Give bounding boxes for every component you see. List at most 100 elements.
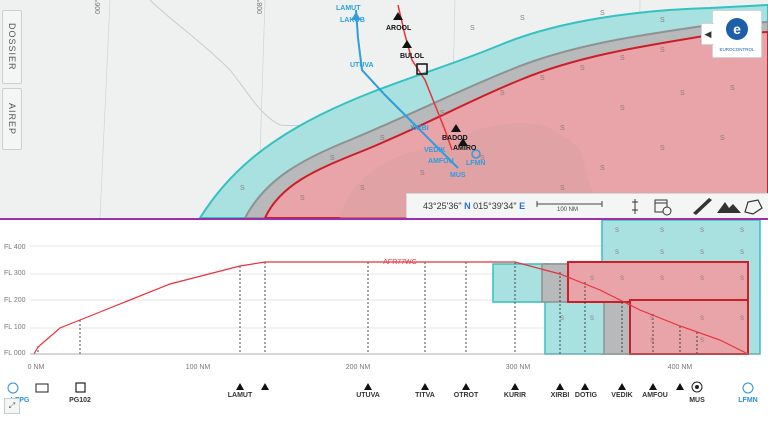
airspace-mark: S — [660, 145, 665, 152]
map-status-bar: 43°25'36" N 015°39'34" E — [406, 193, 768, 218]
waypoint-label[interactable]: TITVA — [415, 392, 435, 399]
fl-label: FL 400 — [4, 244, 26, 251]
wpt-label-amiro[interactable]: AMIRO — [453, 145, 477, 152]
flight-profile-line[interactable] — [33, 261, 749, 355]
airspace-mark: S — [660, 17, 665, 24]
wpt-label-xirbi[interactable]: XIRBI — [410, 125, 429, 132]
wpt-label-badod[interactable]: BADOD — [442, 135, 468, 142]
airspace-mark: S — [590, 276, 594, 282]
waypoint-label[interactable]: KURIR — [503, 392, 527, 399]
waypoint-marker[interactable] — [416, 63, 428, 75]
wpt-label-lakob[interactable]: LAKOB — [340, 17, 365, 24]
airspace-mark: S — [330, 155, 335, 162]
scale-bar — [536, 201, 603, 207]
waypoint-symbols[interactable] — [7, 381, 754, 394]
lon-hemi: E — [519, 201, 526, 211]
airspace-mark: S — [615, 228, 619, 234]
destination-icon — [742, 382, 754, 394]
wpt-label-arool[interactable]: AROOL — [386, 25, 412, 32]
terrain-icon[interactable] — [717, 202, 741, 213]
wpt-label-lfmn[interactable]: LFMN — [466, 160, 485, 167]
airspace-mark: S — [740, 228, 744, 234]
waypoint-marker[interactable] — [351, 12, 361, 20]
triangle-waypoint-icon — [676, 383, 684, 390]
grid-label: 006° — [94, 0, 102, 14]
airspace-mark: S — [420, 170, 425, 177]
waypoint-marker[interactable] — [451, 124, 461, 132]
airspace-mark: S — [730, 85, 735, 92]
airspace-mark: S — [560, 185, 565, 192]
wpt-label-lamut[interactable]: LAMUT — [336, 5, 361, 12]
polygon-icon[interactable] — [744, 199, 763, 215]
danger-block[interactable] — [629, 299, 749, 355]
panel-divider[interactable] — [0, 218, 768, 220]
waypoint-marker[interactable] — [458, 138, 468, 146]
map-view[interactable]: 006° 008° LAMUT LAKOB UTUVA AROOL BULOL … — [0, 0, 768, 218]
triangle-waypoint-icon — [261, 383, 269, 390]
airspace-mark: S — [580, 65, 585, 72]
airspace-mark: S — [600, 165, 605, 172]
warning-block[interactable] — [492, 263, 549, 303]
wpt-label-mus[interactable]: MUS — [450, 172, 466, 179]
triangle-waypoint-icon — [511, 383, 519, 390]
profile-canvas: AFR77WC S S S S S S S S S S S S S S S S S S S S — [7, 220, 761, 394]
map-canvas[interactable]: 006° 008° LAMUT LAKOB UTUVA AROOL BULOL … — [0, 0, 768, 218]
wpt-label-vedik[interactable]: VEDIK — [424, 147, 445, 154]
wpt-label-amfou[interactable]: AMFOU — [428, 158, 454, 165]
waypoint-label[interactable]: UTUVA — [356, 392, 380, 399]
wpt-label-bulol[interactable]: BULOL — [400, 53, 425, 60]
triangle-waypoint-icon — [556, 383, 564, 390]
logo-panel[interactable]: ◀ e EUROCONTROL — [701, 10, 762, 58]
nm-label: 200 NM — [345, 364, 371, 371]
nm-label: 300 NM — [505, 364, 531, 371]
airspace-mark: S — [660, 276, 664, 282]
waypoint-label[interactable]: OTROT — [453, 392, 479, 399]
lon-value: 015°39'34" — [473, 201, 517, 211]
flight-id-label: AFR77WC — [383, 259, 416, 266]
calendar-clock-icon[interactable] — [654, 199, 672, 216]
waypoint-label[interactable]: MUS — [689, 397, 705, 404]
airspace-mark: S — [650, 338, 654, 344]
airspace-mark: S — [600, 10, 605, 17]
waypoint-label[interactable]: AMFOU — [642, 392, 668, 399]
triangle-waypoint-icon — [421, 383, 429, 390]
waypoint-droplines — [37, 262, 698, 354]
waypoint-label[interactable]: LFPG — [10, 397, 30, 404]
waypoint-label[interactable]: LFMN — [738, 397, 758, 404]
waypoint-label[interactable]: XIRBI — [550, 392, 570, 399]
airspace-mark: S — [300, 195, 305, 202]
waypoint-marker[interactable] — [471, 149, 481, 159]
airspace-mark: S — [500, 90, 505, 97]
waypoint-marker[interactable] — [393, 12, 403, 20]
waypoint-label[interactable]: LAMUT — [227, 392, 253, 399]
airspace-mark: S — [740, 250, 744, 256]
altitude-icon[interactable] — [632, 199, 638, 214]
danger-block[interactable] — [567, 261, 749, 303]
airspace-mark: S — [680, 90, 685, 97]
waypoint-marker[interactable] — [402, 40, 412, 48]
airspace-mark: S — [740, 276, 744, 282]
waypoint-label[interactable]: VEDIK — [611, 392, 633, 399]
tab-airep[interactable]: AIREP — [2, 88, 22, 150]
airspace-mark: S — [520, 15, 525, 22]
vertical-profile[interactable]: AFR77WC S S S S S S S S S S S S S S S S S S S S FL 400 FL 3… — [0, 220, 768, 424]
tab-dossier[interactable]: DOSSIER — [2, 10, 22, 84]
nm-label: 0 NM — [27, 364, 45, 371]
collapse-arrow-icon[interactable]: ◀ — [701, 23, 714, 45]
airspace-mark: S — [700, 250, 704, 256]
triangle-waypoint-icon — [649, 383, 657, 390]
secondary-route-line[interactable] — [397, 4, 453, 151]
ruler-icon[interactable] — [693, 198, 712, 215]
expand-icon[interactable]: ⤢ — [4, 398, 20, 414]
square-waypoint-icon — [75, 382, 86, 393]
waypoint-label[interactable]: PG102 — [69, 397, 91, 404]
waypoint-label[interactable]: DOTIG — [574, 392, 598, 399]
airspace-mark: S — [660, 228, 664, 234]
triangle-waypoint-icon — [618, 383, 626, 390]
buffer-block[interactable] — [603, 301, 631, 355]
wpt-label-utuva[interactable]: UTUVA — [350, 62, 374, 69]
primary-route-line[interactable] — [355, 9, 459, 169]
airspace-mark: S — [540, 75, 545, 82]
scale-label: 100 NM — [557, 207, 579, 213]
airspace-mark: S — [720, 135, 725, 142]
